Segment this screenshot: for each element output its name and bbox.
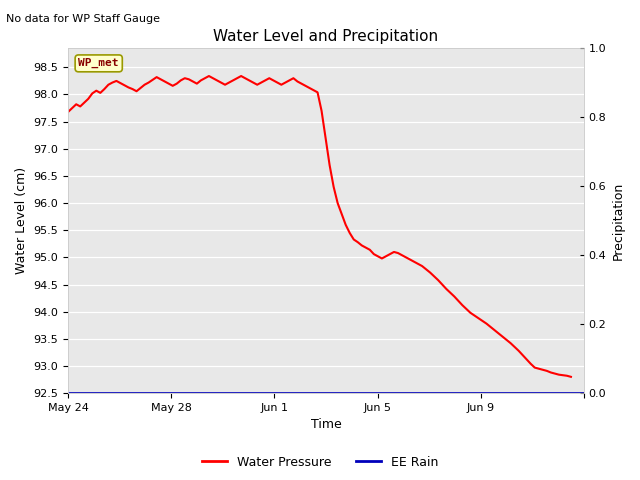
Text: WP_met: WP_met	[79, 58, 119, 69]
Legend: Water Pressure, EE Rain: Water Pressure, EE Rain	[196, 451, 444, 474]
Text: No data for WP Staff Gauge: No data for WP Staff Gauge	[6, 14, 161, 24]
Y-axis label: Water Level (cm): Water Level (cm)	[15, 167, 28, 274]
Y-axis label: Precipitation: Precipitation	[612, 181, 625, 260]
Title: Water Level and Precipitation: Water Level and Precipitation	[213, 29, 438, 44]
X-axis label: Time: Time	[310, 419, 341, 432]
